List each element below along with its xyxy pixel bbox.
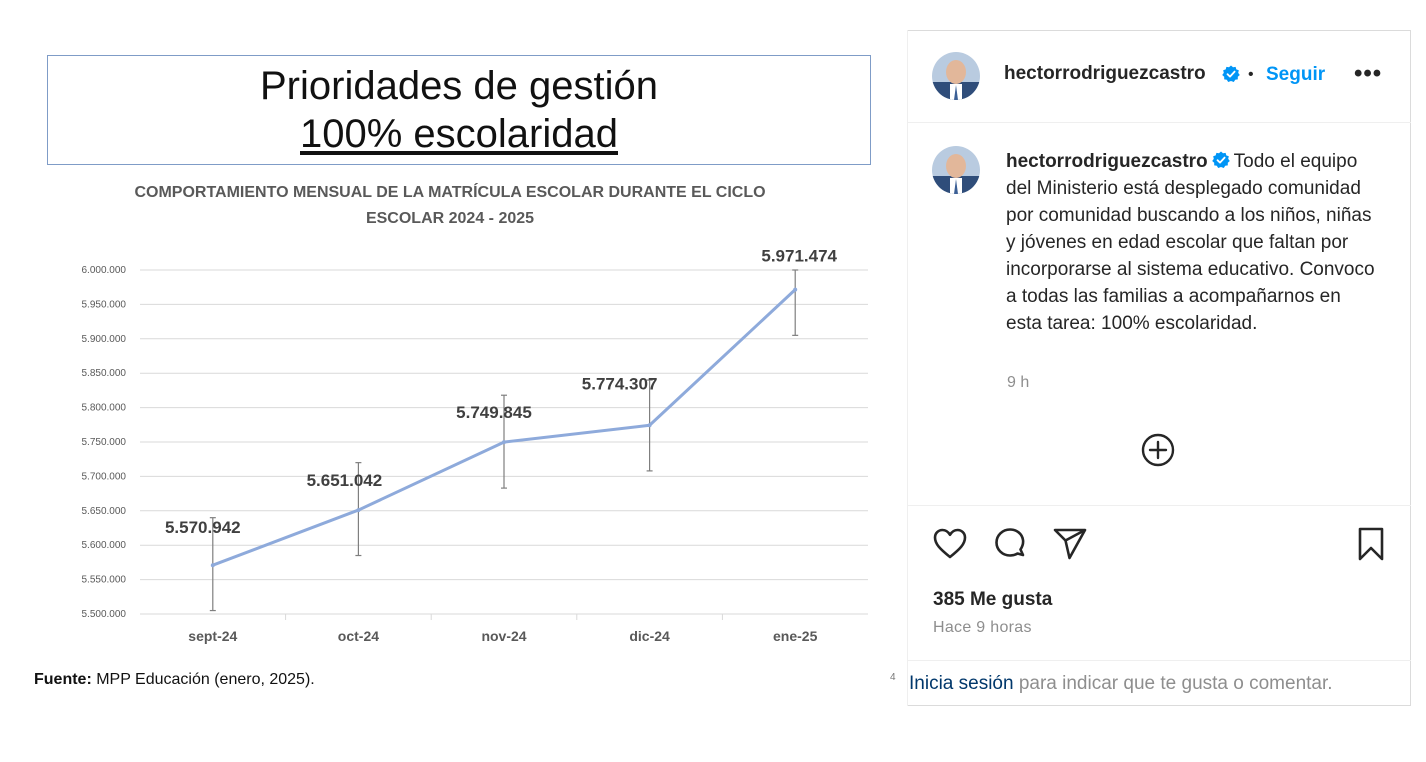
chart-title-line2: ESCOLAR 2024 - 2025 — [365, 210, 535, 227]
caption-verified-icon — [1211, 151, 1230, 168]
data-label: 5.570.942 — [165, 518, 241, 537]
login-link[interactable]: Inicia sesión — [909, 673, 1014, 694]
line-chart: 5.500.000 5.550.000 5.600.000 5.650.000 5.70… — [82, 250, 868, 644]
data-point — [356, 508, 361, 513]
y-tick-label: 5.500.000 — [82, 609, 127, 620]
login-prompt: Inicia sesión para indicar que te gusta … — [909, 673, 1333, 695]
x-tick-label: oct-24 — [338, 628, 379, 644]
slide-title: Prioridades de gestión — [259, 64, 659, 108]
y-tick-label: 5.550.000 — [82, 575, 127, 586]
share-icon[interactable] — [1052, 526, 1088, 562]
data-label: 5.749.845 — [456, 403, 532, 422]
y-tick-label: 5.650.000 — [82, 506, 127, 517]
x-tick-label: dic-24 — [629, 628, 670, 644]
y-tick-label: 5.750.000 — [82, 437, 127, 448]
caption-username[interactable]: hectorrodriguezcastro — [1006, 151, 1208, 172]
verified-icon — [1222, 65, 1240, 82]
add-circle-icon[interactable] — [1140, 432, 1176, 468]
login-text: para indicar que te gusta o comentar. — [1013, 673, 1333, 694]
data-point — [210, 563, 215, 568]
y-tick-label: 5.600.000 — [82, 540, 127, 551]
data-label: 5.651.042 — [307, 471, 383, 490]
source-text: MPP Educación (enero, 2025). — [91, 671, 315, 688]
post-header — [908, 30, 1411, 123]
source-note: Fuente: MPP Educación (enero, 2025). — [34, 671, 315, 689]
likes-count[interactable]: 385 Me gusta — [933, 589, 1053, 610]
slide-subtitle: 100% escolaridad — [300, 112, 618, 156]
avatar[interactable] — [932, 52, 980, 100]
x-tick-label: ene-25 — [773, 628, 818, 644]
y-tick-label: 5.950.000 — [82, 299, 127, 310]
header-separator: • — [1248, 66, 1254, 83]
bookmark-icon[interactable] — [1353, 526, 1389, 562]
data-label: 5.774.307 — [582, 374, 658, 393]
x-tick-label: nov-24 — [481, 628, 526, 644]
y-tick-label: 5.800.000 — [82, 403, 127, 414]
post-caption: hectorrodriguezcastro Todo el equipo del … — [1006, 148, 1376, 337]
avatar-image — [932, 52, 980, 100]
actions-divider — [908, 505, 1411, 506]
caption-avatar-image — [932, 146, 980, 194]
slide-title-box: Prioridades de gestión 100% escolaridad — [47, 55, 871, 165]
page-number: 4 — [890, 672, 896, 683]
heart-icon[interactable] — [932, 526, 968, 562]
follow-button[interactable]: Seguir — [1266, 64, 1326, 85]
post-time[interactable]: Hace 9 horas — [933, 619, 1032, 636]
more-icon[interactable]: ••• — [1354, 60, 1383, 87]
caption-text: Todo el equipo del Ministerio está despl… — [1006, 151, 1375, 334]
y-tick-label: 6.000.000 — [82, 265, 127, 276]
data-label: 5.971.474 — [761, 250, 837, 266]
source-label: Fuente: — [34, 671, 92, 688]
data-point — [647, 423, 652, 428]
x-tick-label: sept-24 — [188, 628, 237, 644]
caption-avatar[interactable] — [932, 146, 980, 194]
data-point — [502, 440, 506, 445]
y-tick-label: 5.700.000 — [82, 471, 127, 482]
y-tick-label: 5.900.000 — [82, 334, 127, 345]
login-divider — [908, 660, 1411, 661]
chart-title-line1: COMPORTAMIENTO MENSUAL DE LA MATRÍCULA E… — [134, 184, 766, 201]
y-tick-label: 5.850.000 — [82, 368, 127, 379]
data-point — [793, 287, 798, 292]
caption-time[interactable]: 9 h — [1007, 374, 1030, 391]
header-username[interactable]: hectorrodriguezcastro — [1004, 63, 1206, 84]
media-divider — [907, 30, 908, 706]
comment-icon[interactable] — [992, 526, 1028, 562]
